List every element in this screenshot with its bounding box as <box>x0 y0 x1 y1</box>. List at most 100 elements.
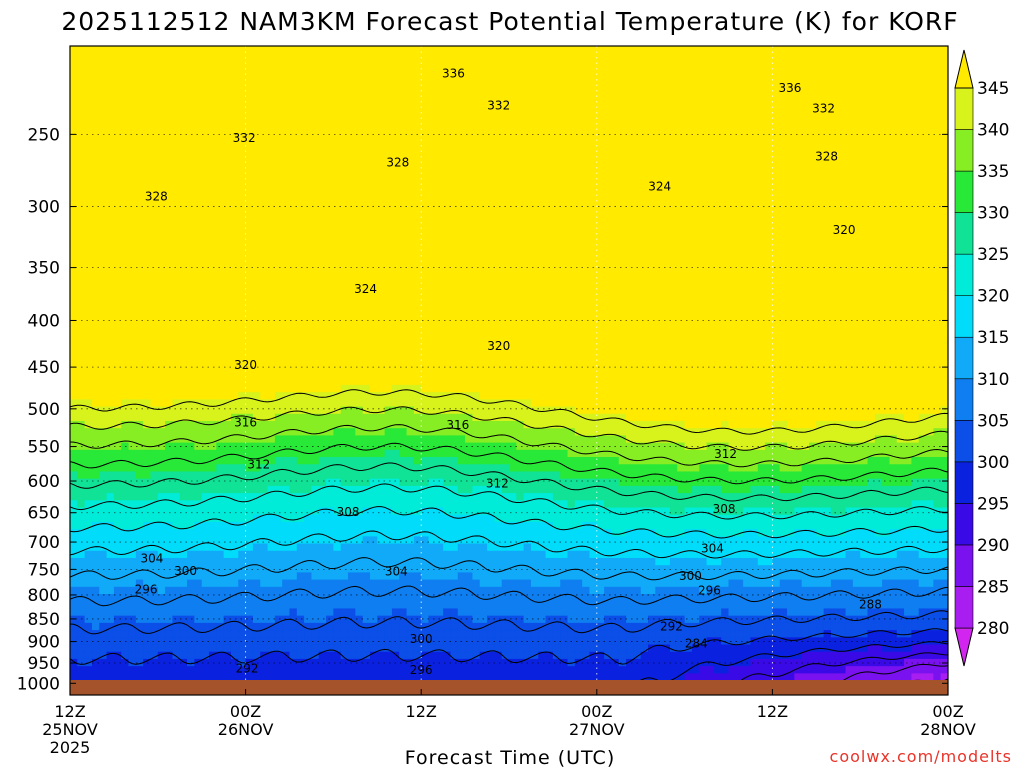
heat-cell <box>157 630 166 638</box>
heat-cell <box>150 74 159 83</box>
heat-cell <box>179 557 188 566</box>
heat-cell <box>355 377 364 386</box>
heat-cell <box>99 608 108 617</box>
heat-cell <box>194 118 203 126</box>
heat-cell <box>106 247 115 256</box>
heat-cell <box>113 356 122 364</box>
heat-cell <box>384 550 393 559</box>
heat-cell <box>179 60 188 69</box>
heat-cell <box>311 183 320 191</box>
heat-cell <box>223 420 232 429</box>
heat-cell <box>413 630 422 638</box>
heat-cell <box>165 226 174 235</box>
heat-cell <box>428 507 437 516</box>
heat-cell <box>209 435 217 444</box>
heat-cell <box>99 464 108 473</box>
heat-cell <box>399 125 408 134</box>
heat-cell <box>157 644 166 653</box>
heat-cell <box>443 82 452 90</box>
heat-cell <box>99 370 108 379</box>
heat-cell <box>91 356 100 364</box>
heat-cell <box>428 557 437 566</box>
heat-cell <box>172 384 181 393</box>
heat-cell <box>399 413 408 422</box>
heat-cell <box>194 536 203 545</box>
heat-cell <box>91 240 100 249</box>
heat-cell <box>267 334 276 343</box>
heat-cell <box>406 471 415 480</box>
heat-cell <box>238 190 247 199</box>
heat-cell <box>333 190 342 199</box>
heat-cell <box>296 96 305 105</box>
heat-cell <box>252 204 261 213</box>
heat-cell <box>77 572 86 581</box>
heat-cell <box>194 46 203 54</box>
heat-cell <box>465 146 474 155</box>
heat-cell <box>179 413 188 422</box>
heat-cell <box>165 82 174 90</box>
heat-cell <box>282 276 291 285</box>
heat-cell <box>179 46 188 54</box>
heat-cell <box>252 493 261 501</box>
heat-cell <box>91 644 100 653</box>
heat-cell <box>267 514 276 523</box>
heat-cell <box>311 262 320 271</box>
heat-cell <box>472 183 481 191</box>
heat-cell <box>143 226 152 235</box>
heat-cell <box>238 82 247 90</box>
heat-cell <box>143 471 152 480</box>
heat-cell <box>355 673 364 682</box>
heat-cell <box>230 471 239 480</box>
heat-cell <box>150 644 159 653</box>
heat-cell <box>421 154 430 162</box>
heat-cell <box>209 298 217 307</box>
heat-cell <box>465 240 474 249</box>
heat-cell <box>238 283 247 292</box>
heat-cell <box>113 219 122 227</box>
heat-cell <box>399 457 408 465</box>
heat-cell <box>245 521 254 530</box>
heat-cell <box>318 420 327 429</box>
heat-cell <box>457 529 466 537</box>
heat-cell <box>296 291 305 299</box>
heat-cell <box>201 457 210 465</box>
heat-cell <box>157 269 166 278</box>
heat-cell <box>223 413 232 422</box>
heat-cell <box>282 233 291 242</box>
heat-cell <box>230 406 239 415</box>
heat-cell <box>274 320 283 328</box>
heat-cell <box>84 240 93 249</box>
heat-cell <box>311 82 320 90</box>
heat-cell <box>113 543 122 552</box>
heat-cell <box>304 168 313 177</box>
heat-cell <box>391 74 400 83</box>
heat-cell <box>406 154 415 162</box>
heat-cell <box>230 204 239 213</box>
heat-cell <box>157 190 166 199</box>
heat-cell <box>77 435 86 444</box>
heat-cell <box>70 154 78 162</box>
heat-cell <box>179 637 188 646</box>
heat-cell <box>282 529 291 537</box>
heat-cell <box>384 637 393 646</box>
heat-cell <box>223 608 232 617</box>
heat-cell <box>113 673 122 682</box>
heat-cell <box>355 601 364 610</box>
heat-cell <box>245 226 254 235</box>
heat-cell <box>172 637 181 646</box>
heat-cell <box>413 557 422 566</box>
heat-cell <box>384 572 393 581</box>
heat-cell <box>77 420 86 429</box>
heat-cell <box>267 630 276 638</box>
heat-cell <box>384 334 393 343</box>
heat-cell <box>413 240 422 249</box>
heat-cell <box>172 392 181 400</box>
heat-cell <box>333 356 342 364</box>
heat-cell <box>340 175 349 184</box>
heat-cell <box>355 622 364 631</box>
heat-cell <box>77 219 86 227</box>
heat-cell <box>465 190 474 199</box>
heat-cell <box>274 327 283 336</box>
heat-cell <box>304 622 313 631</box>
heat-cell <box>201 320 210 328</box>
